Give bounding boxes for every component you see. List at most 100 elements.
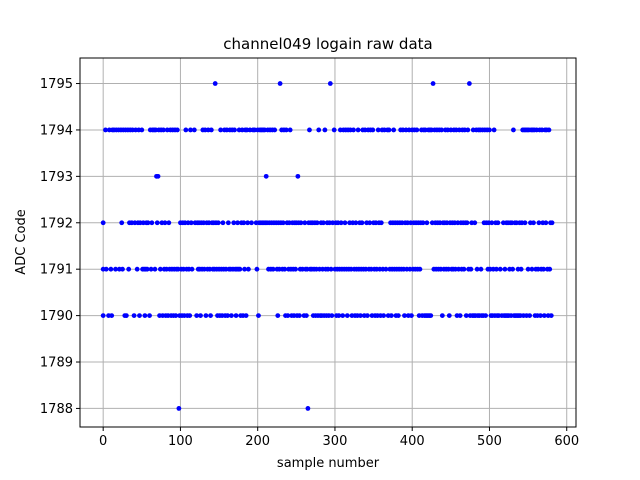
data-point bbox=[144, 266, 150, 272]
data-point bbox=[541, 266, 546, 272]
data-point bbox=[478, 266, 484, 272]
data-point bbox=[303, 313, 309, 319]
data-point bbox=[139, 127, 145, 133]
data-point bbox=[522, 220, 528, 226]
data-point bbox=[270, 266, 276, 272]
data-point bbox=[489, 220, 495, 226]
data-point bbox=[297, 313, 302, 319]
data-point bbox=[126, 266, 132, 272]
data-point bbox=[502, 266, 508, 272]
data-point bbox=[208, 127, 214, 133]
data-point bbox=[395, 313, 401, 319]
data-points bbox=[100, 81, 555, 411]
data-point bbox=[322, 127, 328, 133]
data-point bbox=[215, 220, 221, 226]
data-point bbox=[298, 220, 304, 226]
data-point bbox=[148, 266, 154, 272]
data-point bbox=[119, 220, 125, 226]
data-point bbox=[157, 266, 163, 272]
data-point bbox=[283, 127, 289, 133]
data-point bbox=[147, 313, 152, 319]
x-tick-label: 0 bbox=[99, 434, 107, 449]
x-axis-title: sample number bbox=[277, 456, 380, 471]
data-point bbox=[231, 220, 237, 226]
data-point bbox=[365, 313, 370, 319]
data-point bbox=[293, 266, 298, 272]
data-point bbox=[344, 313, 350, 319]
data-point bbox=[497, 266, 503, 272]
y-tick-label: 1793 bbox=[40, 170, 73, 185]
data-point bbox=[483, 313, 489, 319]
data-point bbox=[131, 313, 137, 319]
data-point bbox=[351, 127, 356, 133]
data-point bbox=[173, 313, 179, 319]
data-point bbox=[320, 220, 326, 226]
data-point bbox=[232, 127, 237, 133]
data-point bbox=[414, 127, 420, 133]
data-point bbox=[302, 220, 308, 226]
data-point bbox=[142, 313, 148, 319]
data-point bbox=[378, 220, 384, 226]
data-point bbox=[316, 127, 322, 133]
data-point bbox=[328, 266, 334, 272]
data-point bbox=[370, 127, 376, 133]
data-point bbox=[282, 266, 288, 272]
data-point bbox=[428, 313, 434, 319]
data-point bbox=[487, 127, 492, 133]
data-point bbox=[383, 266, 389, 272]
data-point bbox=[538, 313, 543, 319]
data-point bbox=[391, 127, 397, 133]
data-point bbox=[430, 81, 436, 86]
data-point bbox=[495, 220, 501, 226]
data-point bbox=[327, 81, 333, 86]
data-point bbox=[188, 127, 193, 133]
data-point bbox=[103, 127, 108, 133]
data-point bbox=[134, 266, 140, 272]
data-point bbox=[256, 313, 261, 319]
data-point bbox=[381, 313, 387, 319]
data-point bbox=[272, 127, 278, 133]
data-point bbox=[468, 266, 474, 272]
data-point bbox=[246, 266, 251, 272]
data-point bbox=[359, 220, 365, 226]
data-point bbox=[307, 127, 312, 133]
data-point bbox=[249, 220, 254, 226]
data-point bbox=[529, 266, 535, 272]
data-point bbox=[188, 220, 194, 226]
data-point bbox=[474, 266, 480, 272]
data-point bbox=[198, 313, 203, 319]
data-point bbox=[161, 127, 166, 133]
data-point bbox=[285, 313, 291, 319]
y-axis-ticks: 1788 1789 1790 1791 1792 1793 1794 1795 bbox=[40, 77, 80, 417]
data-point bbox=[375, 127, 381, 133]
data-point bbox=[162, 220, 168, 226]
data-point bbox=[103, 266, 109, 272]
data-point bbox=[510, 266, 516, 272]
data-point bbox=[549, 220, 555, 226]
data-point bbox=[494, 266, 499, 272]
data-point bbox=[464, 220, 470, 226]
data-point bbox=[225, 220, 231, 226]
data-point bbox=[263, 173, 269, 179]
data-point bbox=[388, 313, 394, 319]
data-point bbox=[154, 220, 160, 226]
data-point bbox=[541, 313, 547, 319]
x-tick-label: 500 bbox=[477, 434, 502, 449]
data-point bbox=[208, 313, 213, 319]
data-point bbox=[174, 127, 180, 133]
data-point bbox=[203, 313, 209, 319]
data-point bbox=[187, 313, 193, 319]
data-point bbox=[338, 220, 344, 226]
data-point bbox=[465, 127, 471, 133]
data-point bbox=[424, 220, 430, 226]
data-point bbox=[254, 266, 260, 272]
data-point bbox=[466, 81, 472, 86]
data-point bbox=[100, 220, 106, 226]
data-point bbox=[531, 220, 536, 226]
data-point bbox=[457, 313, 463, 319]
data-point bbox=[287, 127, 293, 133]
y-tick-label: 1792 bbox=[40, 216, 73, 231]
x-tick-label: 100 bbox=[168, 434, 193, 449]
data-point bbox=[543, 220, 549, 226]
